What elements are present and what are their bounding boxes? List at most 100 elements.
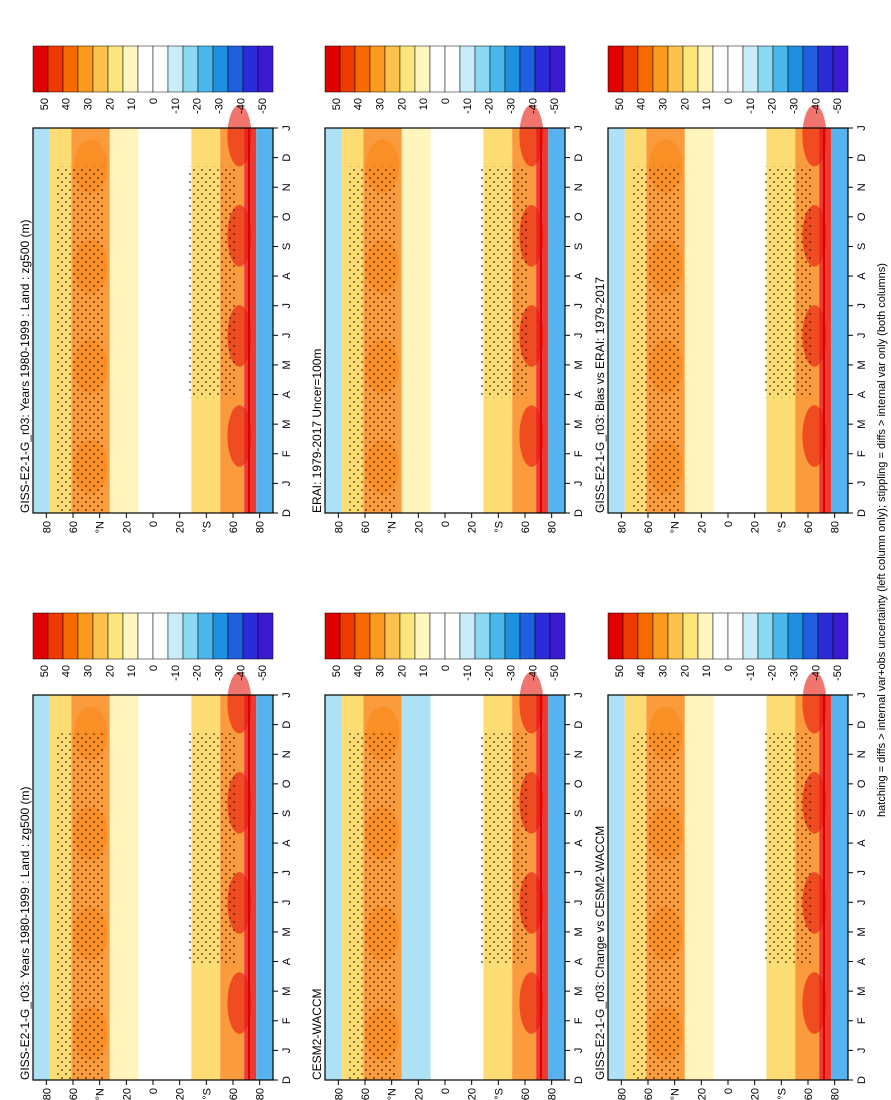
colorbar-label: -50 (549, 98, 561, 114)
colorbar-cell (242, 45, 259, 93)
panel-4: D J F M A M J J A S O N D J 80 60 °N 20 0 20 °S 60 80 GISS-E2-1… (593, 45, 868, 533)
stippling (632, 733, 680, 1080)
colorbar-cell (519, 612, 536, 660)
colorbar-label: 10 (126, 98, 138, 110)
colorbar-label: -40 (527, 665, 539, 681)
colorbar-label: -10 (745, 665, 757, 681)
x-tick-label: J (573, 125, 585, 131)
colorbar-label: 20 (679, 98, 691, 110)
colorbar-cell (459, 612, 476, 660)
x-tick-label: J (281, 481, 293, 487)
x-tick-label: M (856, 360, 868, 369)
contour-band (548, 128, 566, 513)
x-tick-label: F (856, 450, 868, 457)
colorbar-label: -20 (192, 98, 204, 114)
x-tick-label: J (573, 692, 585, 698)
colorbar-cell (727, 612, 744, 660)
y-tick-label: 60 (360, 1088, 372, 1100)
x-tick-label: J (856, 333, 868, 339)
stippling (632, 166, 680, 513)
y-tick-label: 80 (547, 1088, 559, 1100)
y-tick-label: °N (670, 521, 682, 533)
colorbar-label: 50 (331, 665, 343, 677)
y-tick-label: 20 (121, 1088, 133, 1100)
colorbar-cell (802, 45, 819, 93)
colorbar-cell (757, 612, 774, 660)
x-tick-label: A (573, 272, 585, 280)
colorbar-label: -30 (213, 665, 225, 681)
y-tick-label: °N (387, 1088, 399, 1100)
x-tick-label: A (856, 839, 868, 847)
stippling (189, 166, 237, 398)
colorbar-label: -20 (767, 665, 779, 681)
colorbar-cell (107, 612, 124, 660)
x-tick-label: D (281, 154, 293, 162)
panel-title: GISS-E2-1-G_r03: Years 1980-1999 : Land … (18, 219, 32, 513)
y-tick-label: 0 (440, 521, 452, 527)
x-tick-label: J (573, 900, 585, 906)
colorbar-label: 30 (658, 98, 670, 110)
colorbar-cell (474, 45, 491, 93)
panel-2: D J F M A M J J A S O N D J 80 60 °N 20 0 20 °S 60 80 ERAI: 197… (310, 45, 585, 533)
colorbar-label: -40 (810, 98, 822, 114)
colorbar-cell (802, 612, 819, 660)
colorbar-label: 0 (440, 98, 452, 104)
x-tick-label: A (856, 272, 868, 280)
colorbar-label: 30 (375, 665, 387, 677)
x-tick-label: J (573, 481, 585, 487)
colorbar-cell (504, 45, 521, 93)
colorbar-cell (399, 612, 416, 660)
colorbar-label: -10 (462, 665, 474, 681)
x-tick-label: J (281, 333, 293, 339)
colorbar-cell (607, 45, 624, 93)
stippling (349, 166, 397, 513)
x-tick-label: D (573, 721, 585, 729)
colorbar-cell (399, 45, 416, 93)
contour-blob (227, 972, 252, 1034)
x-tick-label: S (856, 810, 868, 817)
contour-blob (802, 104, 827, 167)
colorbar-cell (152, 45, 169, 93)
contour-band (608, 695, 625, 1080)
colorbar-cell (667, 612, 684, 660)
panel-title: GISS-E2-1-G_r03: Change vs CESM2-WACCM (593, 826, 607, 1080)
x-tick-label: D (573, 154, 585, 162)
x-tick-label: D (281, 509, 293, 517)
contour-band (684, 695, 714, 1080)
colorbar-label: -20 (192, 665, 204, 681)
y-tick-label: 80 (616, 521, 628, 533)
colorbar-label: 40 (61, 665, 73, 677)
colorbar-label: 20 (104, 98, 116, 110)
contour-band (713, 128, 767, 513)
colorbar-cell (817, 45, 834, 93)
y-tick-label: 20 (696, 521, 708, 533)
y-tick-label: 60 (228, 1088, 240, 1100)
colorbar-label: 0 (723, 665, 735, 671)
y-tick-label: 20 (175, 521, 187, 533)
colorbar-label: 10 (418, 665, 430, 677)
x-tick-label: J (856, 1048, 868, 1054)
colorbar-label: 50 (39, 665, 51, 677)
colorbar-cell (77, 45, 94, 93)
x-tick-label: F (281, 450, 293, 457)
stippling (349, 733, 397, 1080)
colorbar-cell (787, 45, 804, 93)
contour-band (256, 695, 274, 1080)
contour-band (109, 128, 139, 513)
colorbar-label: 20 (679, 665, 691, 677)
x-tick-label: J (856, 900, 868, 906)
contour-band (831, 695, 849, 1080)
stippling (57, 733, 105, 1080)
x-tick-label: M (281, 420, 293, 429)
colorbar-label: -20 (767, 98, 779, 114)
colorbar-cell (92, 45, 109, 93)
y-tick-label: 20 (121, 521, 133, 533)
colorbar-cell (167, 45, 184, 93)
x-tick-label: S (281, 810, 293, 817)
y-tick-label: 80 (616, 1088, 628, 1100)
colorbar-cell (787, 612, 804, 660)
colorbar-cell (257, 612, 274, 660)
colorbar-label: 30 (83, 98, 95, 110)
stippling (764, 733, 812, 965)
